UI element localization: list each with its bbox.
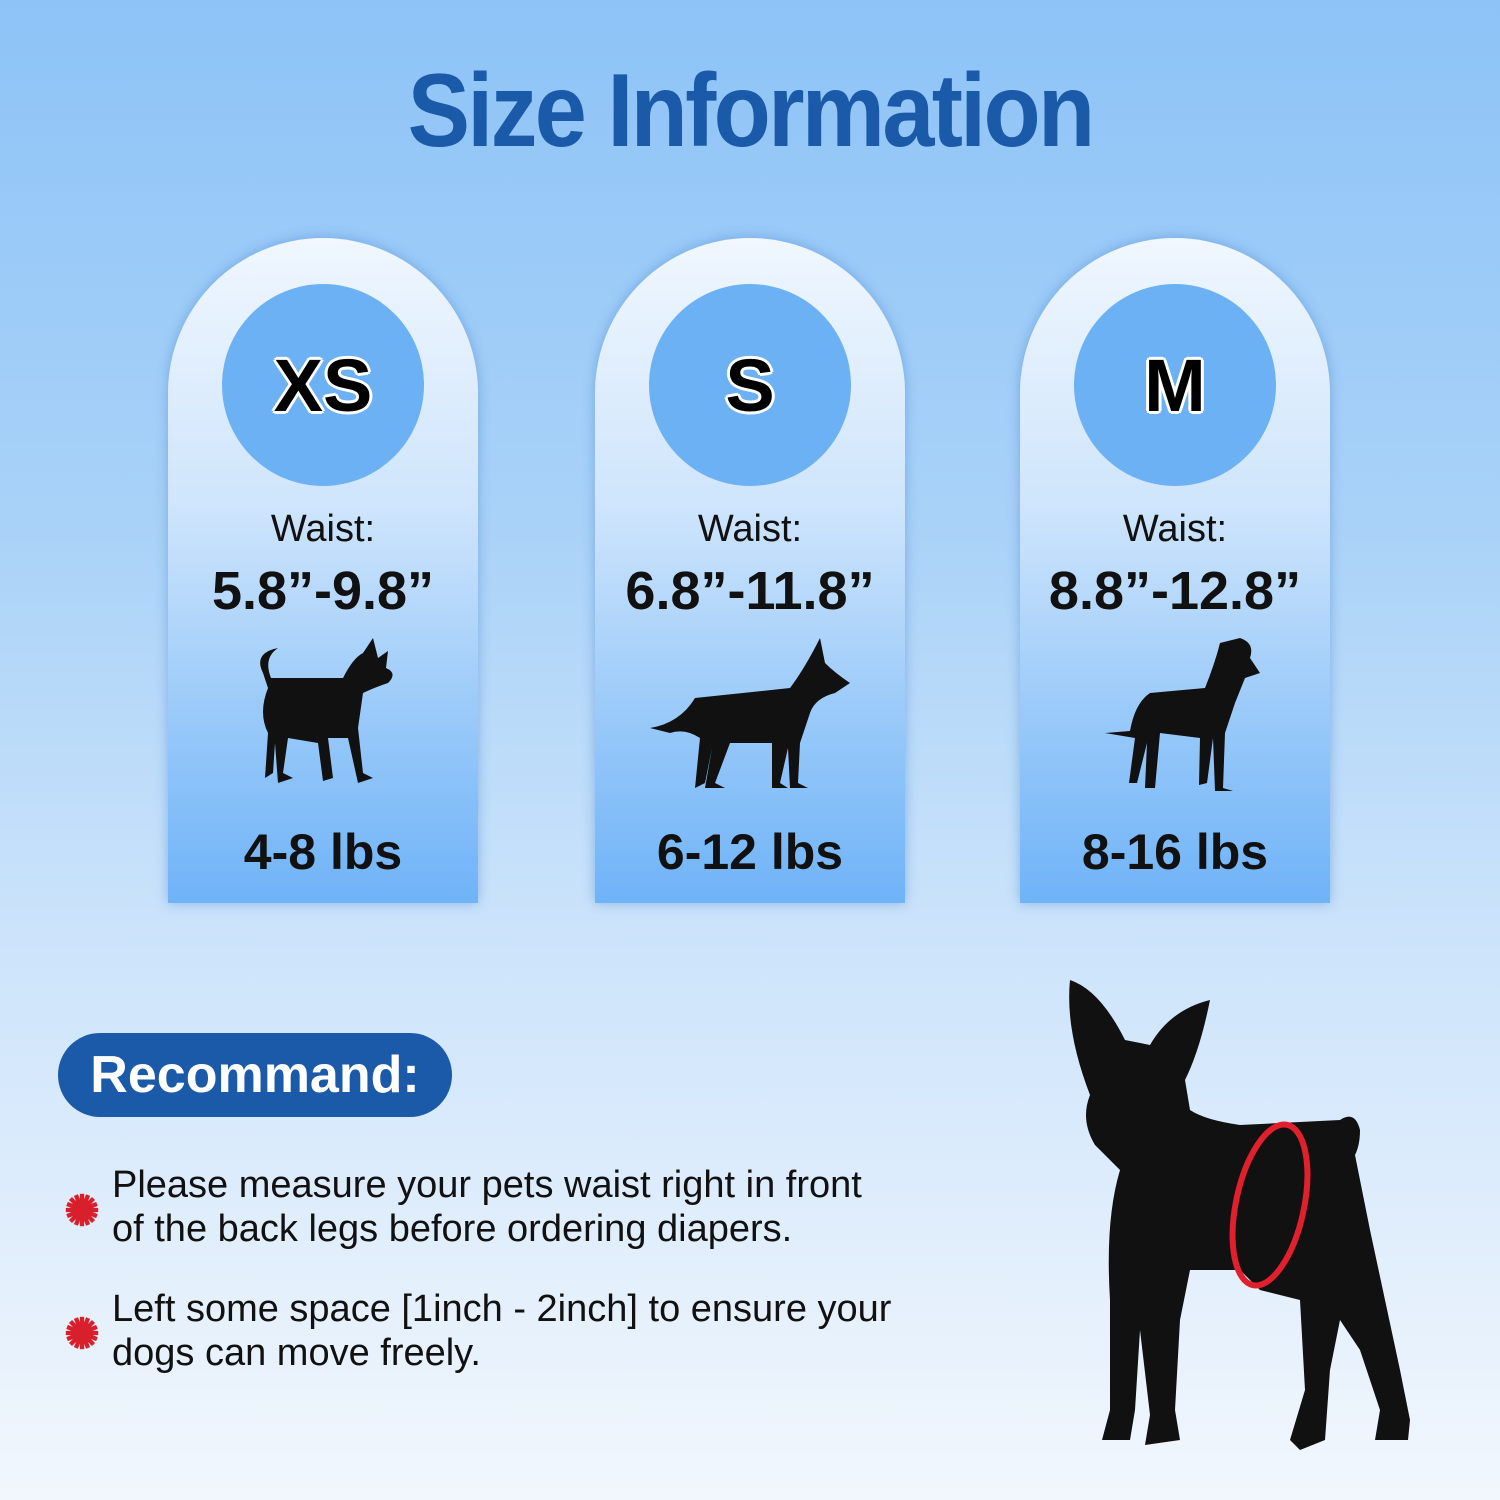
size-label: M (1144, 343, 1206, 427)
weight-range: 6-12 lbs (656, 824, 844, 880)
size-badge: S (649, 284, 851, 486)
size-card-s: S Waist: 6.8”-11.8” 6-12 lbs (595, 238, 905, 903)
page-title: Size Information (407, 53, 1096, 169)
weight-range: 8-16 lbs (1081, 824, 1269, 880)
size-card-m: M Waist: 8.8”-12.8” 8-16 lbs (1020, 238, 1330, 903)
shepherd-silhouette-icon (650, 638, 850, 788)
dog-waist-measure-illustration (1069, 980, 1410, 1450)
chihuahua-silhouette-icon (260, 638, 393, 783)
waist-label: Waist: (1122, 508, 1228, 550)
flower-bullet-icon (65, 1316, 99, 1350)
weight-range: 4-8 lbs (243, 824, 403, 880)
waist-label: Waist: (697, 508, 803, 550)
size-badge: XS (222, 284, 424, 486)
waist-label: Waist: (270, 508, 376, 550)
recommend-heading: Recommand: (58, 1033, 452, 1117)
waist-range: 6.8”-11.8” (625, 561, 875, 621)
recommend-text: dogs can move freely. (112, 1332, 481, 1374)
size-label: S (725, 343, 775, 427)
recommend-text: Left some space [1inch - 2inch] to ensur… (112, 1288, 892, 1330)
recommend-text: Please measure your pets waist right in … (112, 1164, 862, 1206)
recommend-item: Please measure your pets waist right in … (112, 1163, 862, 1251)
waist-range: 5.8”-9.8” (211, 561, 435, 621)
recommend-item: Left some space [1inch - 2inch] to ensur… (112, 1287, 891, 1375)
recommend-text: of the back legs before ordering diapers… (112, 1208, 793, 1250)
waist-ring (1229, 1121, 1311, 1289)
size-card-xs: XS Waist: 5.8”-9.8” 4-8 lbs (168, 238, 478, 903)
waist-range: 8.8”-12.8” (1048, 561, 1302, 621)
great-dane-silhouette-icon (1105, 638, 1260, 791)
size-badge: M (1074, 284, 1276, 486)
size-label: XS (273, 343, 373, 427)
flower-bullet-icon (65, 1193, 99, 1227)
